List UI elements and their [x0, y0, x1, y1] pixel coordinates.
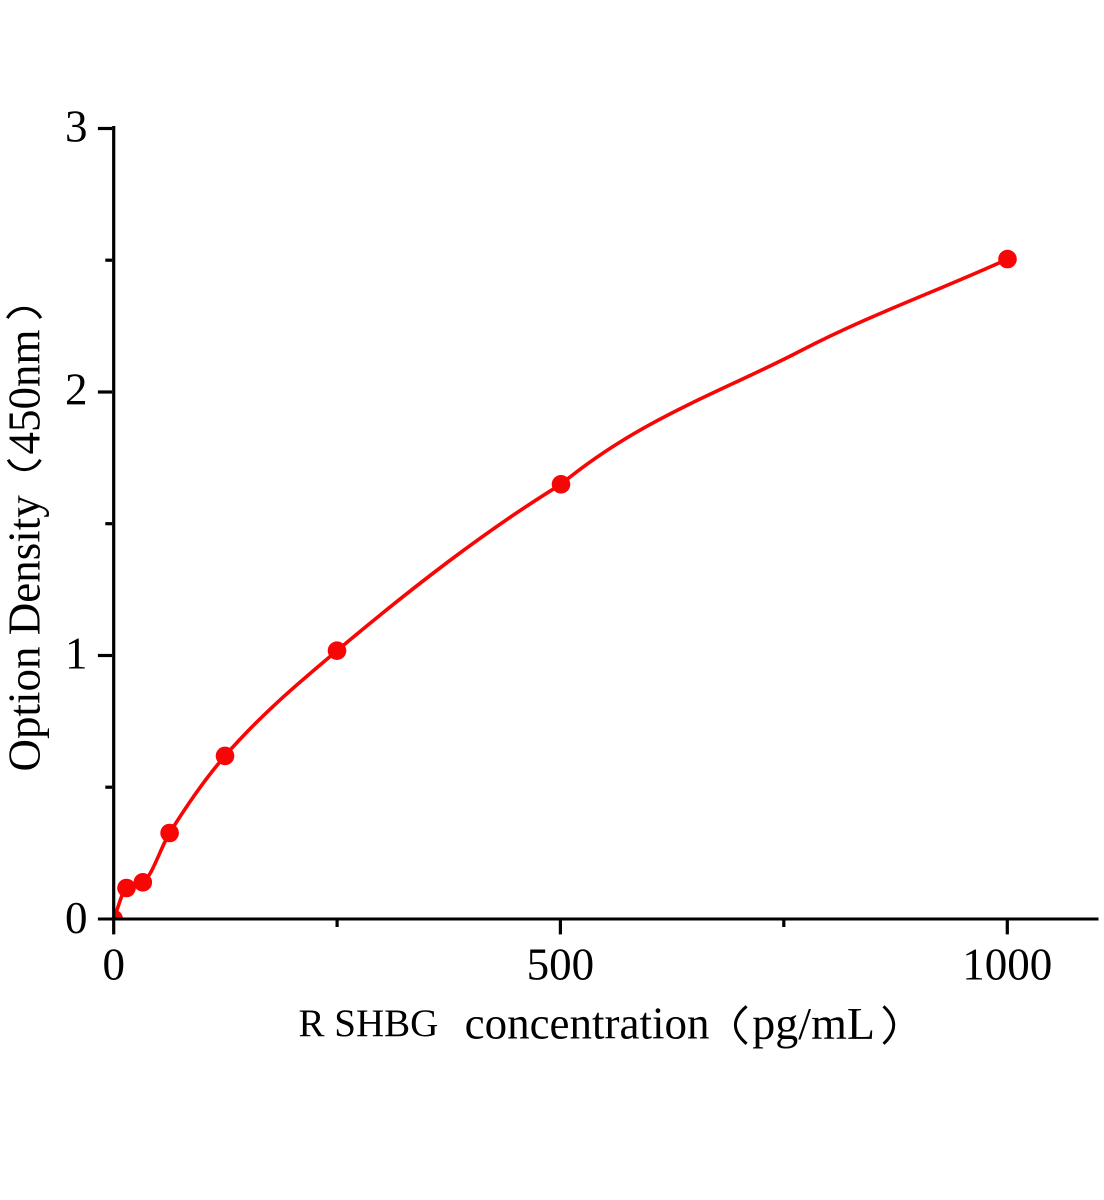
svg-text:pg/mL: pg/mL [752, 998, 875, 1049]
svg-text:concentration: concentration [465, 999, 710, 1049]
svg-text:2: 2 [65, 365, 88, 415]
svg-text:R SHBG: R SHBG [299, 1002, 439, 1045]
svg-text:0: 0 [65, 893, 88, 943]
svg-text:3: 3 [65, 102, 88, 152]
svg-text:1: 1 [65, 629, 88, 679]
svg-text:500: 500 [527, 940, 595, 990]
svg-text:1000: 1000 [962, 940, 1052, 990]
svg-text:Option Density450nm: Option Density450nm [0, 329, 50, 771]
svg-text:0: 0 [102, 940, 125, 990]
